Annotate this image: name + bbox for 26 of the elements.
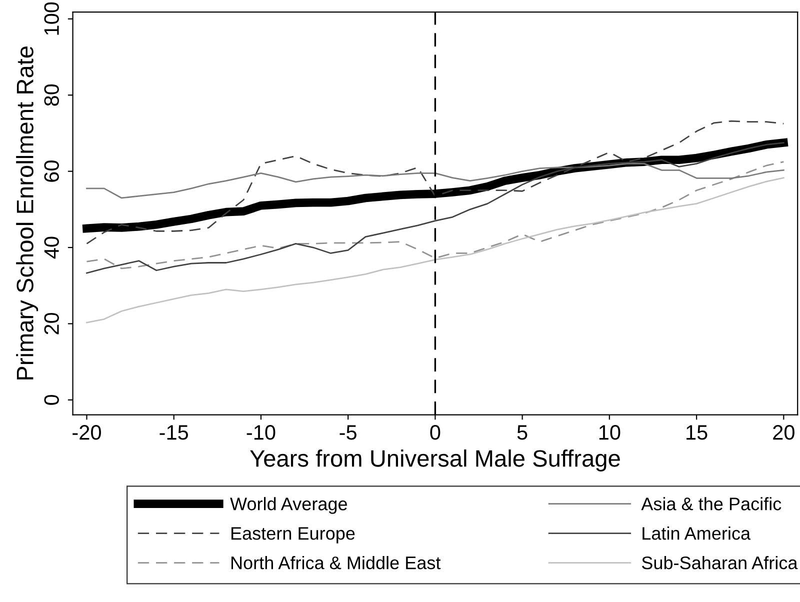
y-tick-label: 0	[44, 394, 59, 405]
x-tick-label: 5	[517, 425, 528, 440]
x-tick-label: 15	[686, 425, 708, 440]
x-tick-label: -20	[72, 425, 101, 440]
legend-label: Sub-Saharan Africa	[642, 556, 798, 570]
y-tick-label: 80	[44, 84, 59, 106]
x-tick-label: -10	[246, 425, 276, 440]
legend-label: Asia & the Pacific	[641, 497, 782, 510]
legend-label: Eastern Europe	[231, 527, 355, 544]
line-series	[86, 177, 784, 324]
x-axis-title: Years from Universal Male Suffrage	[250, 449, 620, 472]
y-tick-label: 20	[44, 312, 59, 334]
x-tick-label: 10	[599, 425, 620, 440]
x-tick-label: -5	[340, 425, 356, 440]
x-tick-label: -15	[160, 425, 188, 440]
x-tick-label: 0	[430, 425, 440, 440]
y-tick-label: 40	[44, 236, 59, 259]
x-tick-label: 20	[773, 425, 794, 440]
y-tick-label: 100	[44, 2, 59, 35]
legend-label: Latin America	[642, 526, 751, 540]
legend-label: North Africa & Middle East	[231, 556, 441, 570]
line-series	[86, 161, 784, 270]
legend-label: World Average	[230, 497, 347, 514]
y-tick-label: 60	[44, 160, 59, 182]
y-axis-title: Primary School Enrollment Rate	[16, 46, 38, 380]
line-series	[86, 162, 784, 199]
